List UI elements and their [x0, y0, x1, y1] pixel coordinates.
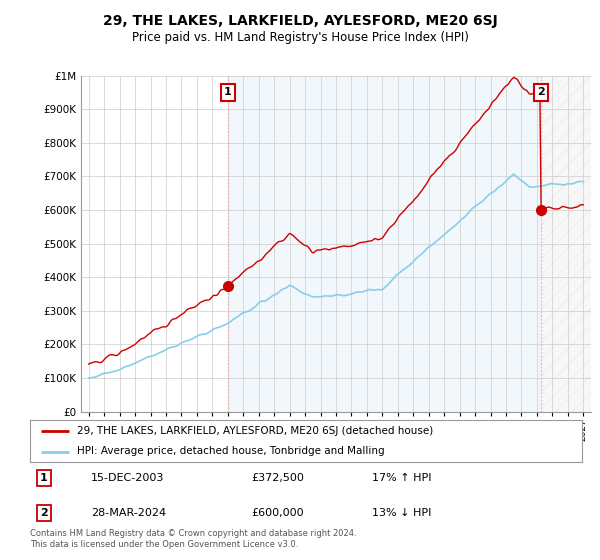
Text: 1: 1	[40, 473, 47, 483]
Text: £600,000: £600,000	[251, 508, 304, 518]
Text: 2: 2	[537, 87, 545, 97]
Text: 28-MAR-2024: 28-MAR-2024	[91, 508, 166, 518]
Text: 2: 2	[40, 508, 47, 518]
Text: 29, THE LAKES, LARKFIELD, AYLESFORD, ME20 6SJ: 29, THE LAKES, LARKFIELD, AYLESFORD, ME2…	[103, 14, 497, 28]
Text: 1: 1	[224, 87, 232, 97]
Bar	[228, 76, 541, 412]
Text: 29, THE LAKES, LARKFIELD, AYLESFORD, ME20 6SJ (detached house): 29, THE LAKES, LARKFIELD, AYLESFORD, ME2…	[77, 426, 433, 436]
Text: 15-DEC-2003: 15-DEC-2003	[91, 473, 164, 483]
Text: Price paid vs. HM Land Registry's House Price Index (HPI): Price paid vs. HM Land Registry's House …	[131, 31, 469, 44]
Text: 17% ↑ HPI: 17% ↑ HPI	[372, 473, 432, 483]
Text: Contains HM Land Registry data © Crown copyright and database right 2024.
This d: Contains HM Land Registry data © Crown c…	[30, 529, 356, 549]
Text: 13% ↓ HPI: 13% ↓ HPI	[372, 508, 431, 518]
Bar	[541, 76, 591, 412]
Text: £372,500: £372,500	[251, 473, 304, 483]
Text: HPI: Average price, detached house, Tonbridge and Malling: HPI: Average price, detached house, Tonb…	[77, 446, 385, 456]
